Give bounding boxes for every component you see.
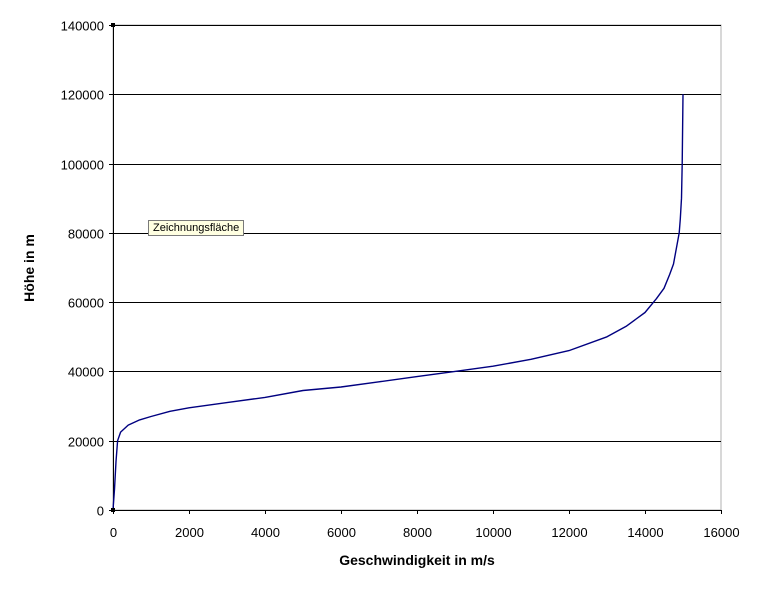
y-tick-label: 20000 (68, 435, 104, 450)
y-tick-label: 100000 (61, 158, 104, 173)
y-tick-label: 40000 (68, 365, 104, 380)
plot-area-frame (112, 24, 722, 511)
tick-labels: 0 20000 40000 60000 80000 100000 120000 140000 0… (61, 19, 740, 541)
x-tick-label: 10000 (475, 525, 511, 540)
x-tick-label: 16000 (703, 525, 739, 540)
grid-lines (112, 24, 722, 511)
x-tick-label: 4000 (251, 525, 280, 540)
y-tick-label: 140000 (61, 19, 104, 34)
x-tick-label: 8000 (403, 525, 432, 540)
series-line (112, 94, 684, 511)
y-tick-label: 0 (97, 504, 104, 519)
y-tick-label: 80000 (68, 227, 104, 242)
y-tick-label: 120000 (61, 88, 104, 103)
x-tick-label: 0 (110, 525, 117, 540)
y-tick-label: 60000 (68, 296, 104, 311)
x-tick-label: 12000 (551, 525, 587, 540)
y-axis-title: Höhe in m (21, 234, 37, 302)
origin-marker (111, 508, 115, 512)
chart-area-tooltip: Zeichnungsfläche (148, 220, 245, 236)
x-tick-label: 6000 (327, 525, 356, 540)
series-layer (111, 23, 684, 512)
x-tick-label: 2000 (175, 525, 204, 540)
top-axis-marker (111, 23, 115, 27)
axes (109, 25, 722, 514)
x-tick-label: 14000 (627, 525, 663, 540)
x-axis-title: Geschwindigkeit in m/s (339, 552, 495, 568)
